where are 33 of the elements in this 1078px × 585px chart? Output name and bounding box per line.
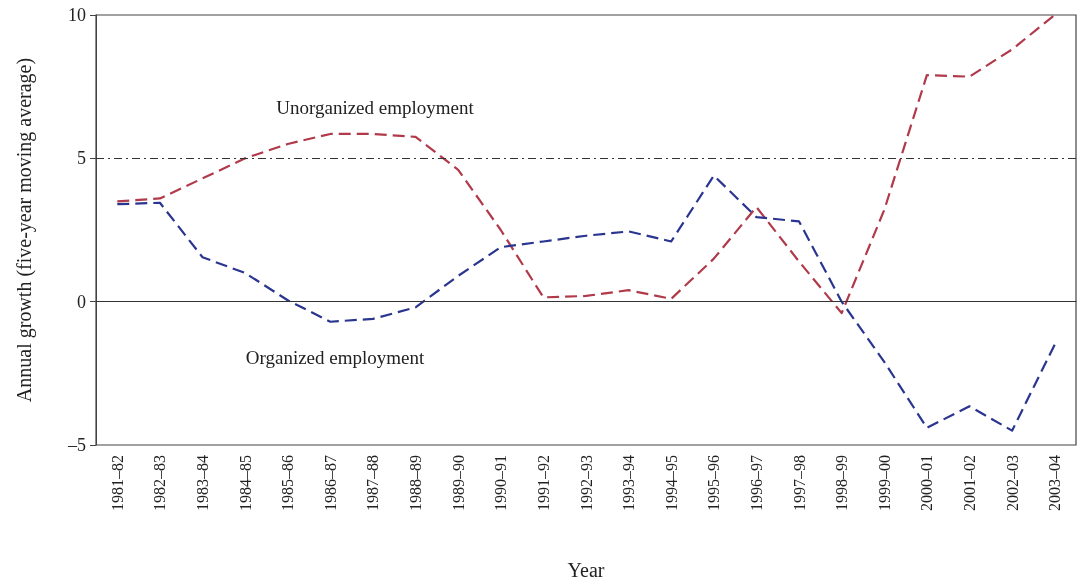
x-tick-label: 2002–03 [1003, 455, 1021, 511]
y-tick-label: 5 [77, 148, 86, 169]
x-tick-label: 1989–90 [449, 455, 467, 511]
x-tick-label: 1983–84 [194, 455, 212, 511]
x-tick-label: 1998–99 [833, 455, 851, 511]
y-axis-title: Annual growth (five-year moving average) [13, 57, 36, 403]
x-tick-label: 1990–91 [492, 455, 510, 511]
x-tick-label: 1988–89 [407, 455, 425, 511]
x-tick-label: 2000–01 [918, 455, 936, 511]
x-tick-label: 2001–02 [960, 455, 978, 511]
x-tick-label: 1981–82 [108, 455, 126, 511]
y-tick-label: 10 [68, 5, 86, 25]
x-tick-label: 1982–83 [151, 455, 169, 511]
x-tick-label: 1994–95 [662, 455, 680, 511]
line-series [116, 174, 1056, 432]
x-tick-label: 1996–97 [747, 455, 765, 511]
annotation: Unorganized employment [276, 96, 475, 118]
annotation: Organized employment [245, 346, 425, 368]
x-tick-label: 1987–88 [364, 455, 382, 511]
x-tick-label: 1984–85 [236, 455, 254, 511]
x-axis-title: Year [567, 559, 605, 581]
x-tick-label: 2003–04 [1046, 455, 1064, 511]
x-tick-label: 1997–98 [790, 455, 808, 511]
line-series [116, 13, 1056, 315]
x-tick-label: 1993–94 [620, 455, 638, 511]
y-tick-label: 0 [77, 291, 86, 312]
y-tick-label: –5 [67, 435, 86, 455]
x-tick-label: 1985–86 [279, 455, 297, 511]
x-tick-label: 1991–92 [534, 455, 552, 511]
x-tick-label: 1999–00 [875, 455, 893, 511]
x-tick-label: 1995–96 [705, 455, 723, 511]
x-tick-label: 1986–87 [321, 455, 339, 511]
x-tick-label: 1992–93 [577, 455, 595, 511]
